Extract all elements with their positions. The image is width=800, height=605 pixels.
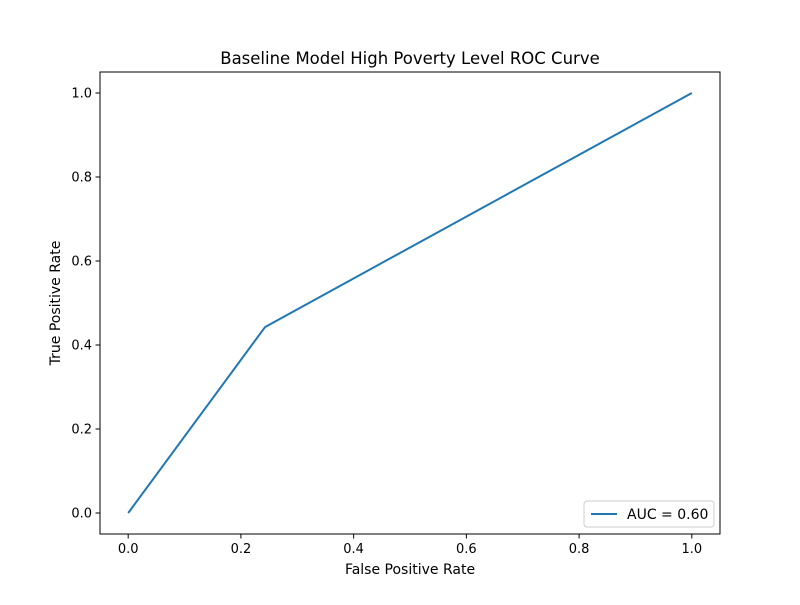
- x-tick-label: 0.6: [456, 542, 477, 557]
- series-0-point-1: [265, 326, 266, 327]
- plot-area: 0.0 0.2 0.4 0.6 0.8 1.0 0.0 0.2 0.4 0.6 0.8 1.0: [71, 71, 721, 557]
- series-0-point-2: [691, 93, 692, 94]
- legend-frame: [583, 500, 715, 528]
- y-tick-label: 0.6: [71, 255, 92, 270]
- x-tick-label: 0.8: [569, 542, 590, 557]
- legend-series-label: AUC = 0.60: [627, 507, 708, 523]
- y-tick-label: 0.4: [71, 339, 92, 354]
- x-tick-label: 0.2: [231, 542, 252, 557]
- y-tick-label: 0.0: [71, 507, 92, 522]
- x-tick-label: 0.4: [343, 542, 364, 557]
- y-axis-label: True Positive Rate: [48, 241, 64, 367]
- y-tick-label: 0.2: [71, 423, 92, 438]
- legend: AUC = 0.60: [583, 500, 715, 528]
- y-tick-label: 0.8: [71, 171, 92, 186]
- x-tick-label: 0.0: [118, 542, 139, 557]
- y-tick-label: 1.0: [71, 87, 92, 102]
- axes-frame: [99, 71, 721, 535]
- series-0-point-0: [128, 513, 129, 514]
- series-line-0: [127, 92, 693, 514]
- x-tick-label: 1.0: [681, 542, 702, 557]
- x-axis-label: False Positive Rate: [345, 562, 475, 578]
- chart-title: Baseline Model High Poverty Level ROC Cu…: [220, 49, 599, 68]
